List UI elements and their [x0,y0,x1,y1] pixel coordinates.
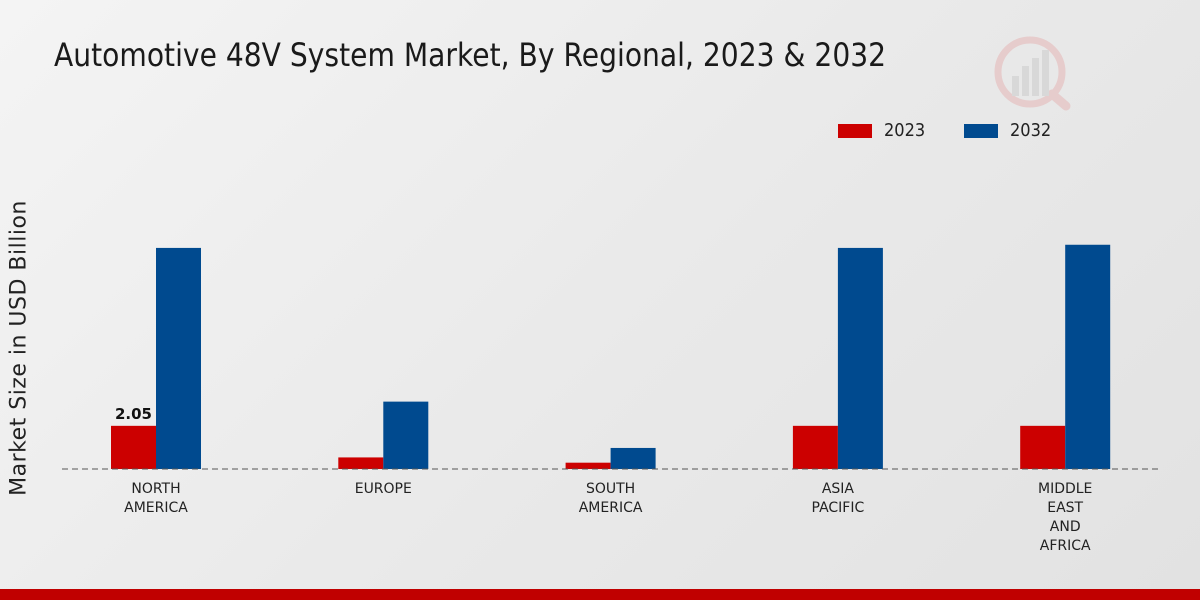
legend-label-2032: 2032 [1009,120,1052,141]
legend: 2023 2032 [838,120,1090,141]
data-label-0: 2.05 [115,405,152,423]
x-tick-label-3: ASIA PACIFIC [812,481,865,516]
bar-2032-4 [1065,244,1111,469]
bar-2032-1 [383,401,429,469]
bar-2032-0 [156,247,201,469]
bar-2023-3 [792,425,838,469]
legend-swatch-2023 [838,123,872,138]
legend-item-2032: 2032 [963,120,1056,141]
bar-2023-1 [338,457,384,469]
x-tick-label-4: MIDDLE EAST AND AFRICA [1038,481,1092,554]
legend-item-2023: 2023 [838,120,930,141]
x-tick-label-2: SOUTH AMERICA [579,481,643,516]
legend-swatch-2032 [963,123,998,138]
bar-2032-3 [837,247,883,469]
bar-2023-0 [111,425,156,469]
x-tick-label-1: EUROPE [355,481,412,497]
bar-2023-2 [565,462,611,469]
legend-label-2023: 2023 [884,120,926,141]
bar-2032-2 [610,447,656,469]
footer-bar [0,589,1200,600]
x-tick-label-0: NORTH AMERICA [124,481,188,516]
chart-title: Automotive 48V System Market, By Regiona… [54,36,887,74]
bar-2023-4 [1020,425,1066,469]
analytics-logo-icon [994,36,1071,111]
